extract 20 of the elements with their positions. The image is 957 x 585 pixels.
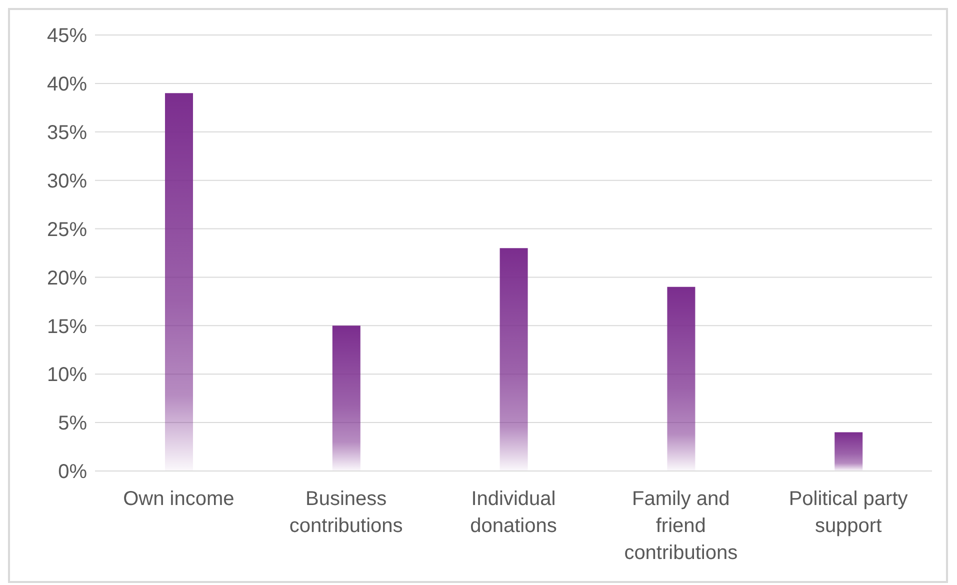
y-tick-label: 0% bbox=[58, 461, 88, 484]
y-tick-label: 35% bbox=[46, 122, 88, 144]
bar bbox=[165, 93, 193, 471]
y-tick-label: 10% bbox=[46, 364, 88, 386]
y-tick-label: 30% bbox=[46, 170, 88, 192]
x-tick-label: Business contributions bbox=[289, 488, 403, 537]
x-tick-label: Family and friend contributions bbox=[624, 488, 738, 564]
x-tick-label: Own income bbox=[123, 488, 234, 510]
x-tick-label: Individual donations bbox=[470, 488, 557, 537]
y-tick-label: 45% bbox=[46, 25, 88, 48]
y-tick-label: 15% bbox=[46, 316, 88, 338]
bar bbox=[500, 248, 528, 471]
y-tick-label: 5% bbox=[58, 412, 88, 435]
bar bbox=[834, 432, 863, 471]
y-tick-label: 40% bbox=[46, 74, 88, 96]
y-tick-label: 20% bbox=[46, 267, 88, 290]
x-tick-label: Political party support bbox=[788, 488, 908, 537]
bar bbox=[332, 326, 360, 471]
y-tick-label: 25% bbox=[46, 218, 88, 241]
bar bbox=[667, 286, 696, 471]
